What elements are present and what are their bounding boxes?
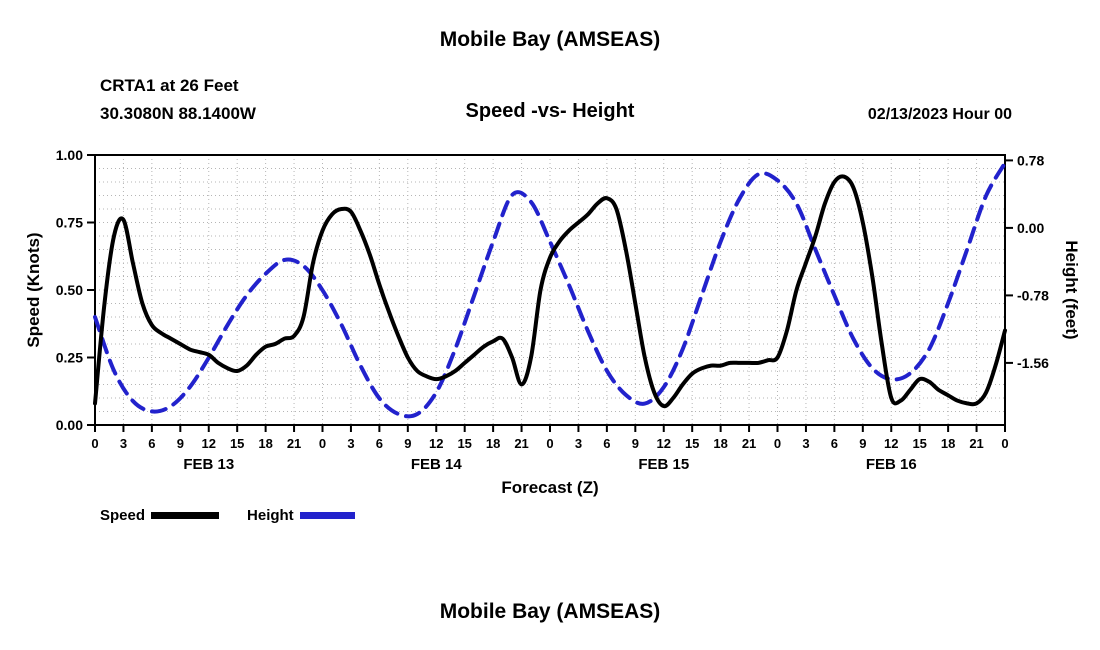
tick-label: 12 [429, 436, 443, 451]
tick-label: 1.00 [56, 147, 83, 163]
tick-label: -1.56 [1017, 355, 1049, 371]
chart-legend: Speed Height [100, 507, 355, 524]
tick-label: 0.25 [56, 350, 83, 366]
tick-label: 12 [657, 436, 671, 451]
tick-label: 3 [347, 436, 354, 451]
tick-label: 15 [685, 436, 699, 451]
day-label: FEB 16 [866, 456, 917, 473]
tick-label: 0 [774, 436, 781, 451]
tick-label: 0.00 [1017, 220, 1044, 236]
tick-label: 0.75 [56, 215, 83, 231]
tick-label: 0 [546, 436, 553, 451]
series-height [93, 161, 1007, 419]
tick-label: 6 [603, 436, 610, 451]
tick-label: 12 [202, 436, 216, 451]
tick-label: -0.78 [1017, 287, 1049, 303]
tick-label: 0 [1001, 436, 1008, 451]
tick-label: 3 [120, 436, 127, 451]
tick-label: 6 [376, 436, 383, 451]
tick-label: 15 [230, 436, 244, 451]
tick-label: 6 [148, 436, 155, 451]
legend-height-label: Height [247, 507, 294, 524]
tick-label: 15 [912, 436, 926, 451]
tick-label: 18 [258, 436, 272, 451]
tick-label: 0 [319, 436, 326, 451]
tick-label: 21 [287, 436, 301, 451]
tick-label: 0.50 [56, 282, 83, 298]
tick-label: 21 [969, 436, 983, 451]
tick-label: 0.00 [56, 417, 83, 433]
day-label: FEB 15 [638, 456, 689, 473]
legend-speed-label: Speed [100, 507, 146, 524]
tick-label: 9 [404, 436, 411, 451]
bottom-title: Mobile Bay (AMSEAS) [439, 600, 661, 623]
tick-label: 21 [514, 436, 528, 451]
tick-label: 0 [91, 436, 98, 451]
tick-label: 3 [575, 436, 582, 451]
tick-label: 18 [486, 436, 500, 451]
tick-label: 6 [831, 436, 838, 451]
day-label: FEB 14 [411, 456, 463, 473]
day-label: FEB 13 [183, 456, 234, 473]
legend-speed-swatch [151, 512, 220, 519]
x-axis-label: Forecast (Z) [501, 478, 599, 497]
station-label: CRTA1 at 26 Feet [100, 76, 239, 95]
chart-title: Mobile Bay (AMSEAS) [439, 28, 661, 51]
tick-label: 21 [742, 436, 756, 451]
tick-label: 9 [177, 436, 184, 451]
tick-label: 3 [802, 436, 809, 451]
tick-label: 12 [884, 436, 898, 451]
series-speed [93, 174, 1007, 409]
tick-label: 9 [859, 436, 866, 451]
legend-height-swatch [299, 512, 355, 519]
station-coordinates: 30.3080N 88.1400W [100, 104, 256, 123]
tick-label: 9 [632, 436, 639, 451]
tick-label: 18 [713, 436, 727, 451]
tick-label: 15 [457, 436, 471, 451]
tick-label: 0.78 [1017, 152, 1044, 168]
tick-label: 18 [941, 436, 955, 451]
forecast-datetime: 02/13/2023 Hour 00 [867, 106, 1012, 123]
chart-subtitle: Speed -vs- Height [465, 100, 635, 122]
